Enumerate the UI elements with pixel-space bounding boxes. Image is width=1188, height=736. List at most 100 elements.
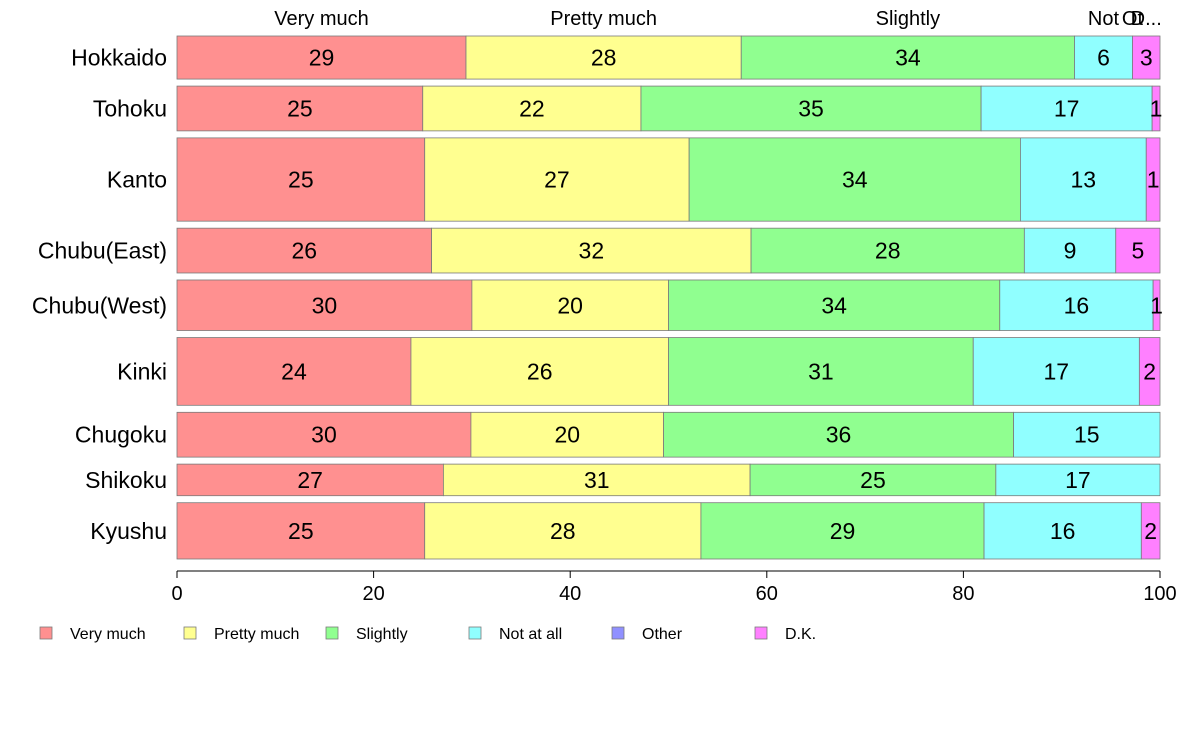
data-label: 5 xyxy=(1131,238,1144,264)
data-label: 1 xyxy=(1150,292,1163,318)
bar-segment xyxy=(1115,227,1161,274)
data-label: 28 xyxy=(875,238,901,264)
legend-label: Slightly xyxy=(356,626,408,643)
x-tick-label: 20 xyxy=(362,583,384,605)
top-series-label: D... xyxy=(1131,8,1162,30)
bar-segment xyxy=(1132,35,1161,80)
legend-label: Other xyxy=(642,626,683,643)
data-label: 28 xyxy=(550,518,576,544)
data-label: 26 xyxy=(527,358,553,384)
category-label: Chugoku xyxy=(75,422,167,448)
data-label: 30 xyxy=(311,422,337,448)
legend-swatch xyxy=(325,626,339,640)
bar-segment xyxy=(1020,137,1147,222)
bar-segment xyxy=(1013,411,1161,458)
data-label: 25 xyxy=(288,167,314,193)
bar-segment xyxy=(410,337,669,406)
data-label: 16 xyxy=(1050,518,1076,544)
bar-segment xyxy=(663,411,1014,458)
data-label: 3 xyxy=(1140,45,1153,71)
data-label: 22 xyxy=(519,95,545,121)
data-label: 25 xyxy=(860,467,886,493)
bar-segment xyxy=(750,227,1025,274)
top-series-label: Not xyxy=(1088,8,1120,30)
bar-segment xyxy=(465,35,742,80)
data-label: 17 xyxy=(1065,467,1091,493)
data-label: 6 xyxy=(1097,45,1110,71)
bar-segment xyxy=(176,85,424,132)
bar-segment xyxy=(999,279,1154,331)
data-label: 29 xyxy=(309,45,335,71)
bar-segment xyxy=(176,411,472,458)
legend-label: D.K. xyxy=(785,626,816,643)
data-label: 34 xyxy=(821,292,847,318)
bar-segment xyxy=(176,227,432,274)
bar-segment xyxy=(176,502,426,560)
x-tick-label: 60 xyxy=(756,583,778,605)
data-label: 34 xyxy=(842,167,868,193)
bar-segment xyxy=(422,85,642,132)
category-label: Shikoku xyxy=(85,467,167,493)
x-tick-label: 80 xyxy=(952,583,974,605)
bar-segment xyxy=(1151,85,1161,132)
bar-segment xyxy=(1023,227,1117,274)
bar-segment xyxy=(424,502,702,560)
data-label: 35 xyxy=(798,95,824,121)
category-label: Chubu(West) xyxy=(32,292,167,318)
bar-segment xyxy=(176,137,426,222)
data-label: 9 xyxy=(1064,238,1077,264)
data-label: 34 xyxy=(895,45,921,71)
data-label: 27 xyxy=(297,467,323,493)
x-tick-label: 0 xyxy=(171,583,182,605)
bar-segment xyxy=(1152,279,1161,331)
legend-label: Pretty much xyxy=(214,626,299,643)
data-label: 25 xyxy=(287,95,313,121)
legend-swatch xyxy=(611,626,625,640)
data-label: 2 xyxy=(1143,358,1156,384)
bar-segment xyxy=(1138,337,1161,406)
data-label: 13 xyxy=(1071,167,1097,193)
data-label: 27 xyxy=(544,167,570,193)
bar-segment xyxy=(640,85,982,132)
top-series-label: Slightly xyxy=(876,8,940,30)
category-label: Kanto xyxy=(107,167,167,193)
legend-swatch xyxy=(183,626,197,640)
data-label: 32 xyxy=(579,238,605,264)
bar-segment xyxy=(176,279,473,331)
data-label: 31 xyxy=(808,358,834,384)
data-label: 17 xyxy=(1043,358,1069,384)
data-label: 31 xyxy=(584,467,610,493)
data-label: 16 xyxy=(1064,292,1090,318)
data-label: 20 xyxy=(554,422,580,448)
bar-segment xyxy=(424,137,690,222)
bar-segment xyxy=(995,463,1161,497)
data-label: 1 xyxy=(1147,167,1160,193)
data-label: 15 xyxy=(1074,422,1100,448)
data-label: 25 xyxy=(288,518,314,544)
category-label: Tohoku xyxy=(93,95,167,121)
bar-segment xyxy=(668,337,974,406)
bar-segment xyxy=(749,463,997,497)
legend-swatch xyxy=(468,626,482,640)
category-label: Chubu(East) xyxy=(38,238,167,264)
bar-segment xyxy=(668,279,1001,331)
bar-segment xyxy=(972,337,1140,406)
top-series-label: Ot xyxy=(1122,8,1144,30)
data-label: 30 xyxy=(312,292,338,318)
bar-segment xyxy=(983,502,1142,560)
data-label: 2 xyxy=(1144,518,1157,544)
top-series-label: Very much xyxy=(274,8,368,30)
category-label: Hokkaido xyxy=(71,45,167,71)
bar-segment xyxy=(471,279,669,331)
bar-segment xyxy=(1145,137,1161,222)
data-label: 20 xyxy=(557,292,583,318)
data-label: 36 xyxy=(826,422,852,448)
bar-segment xyxy=(442,463,751,497)
legend-label: Very much xyxy=(70,626,146,643)
legend-label: Not at all xyxy=(499,626,562,643)
bar-segment xyxy=(688,137,1021,222)
bar-segment xyxy=(431,227,752,274)
bar-segment xyxy=(980,85,1153,132)
x-tick-label: 40 xyxy=(559,583,581,605)
